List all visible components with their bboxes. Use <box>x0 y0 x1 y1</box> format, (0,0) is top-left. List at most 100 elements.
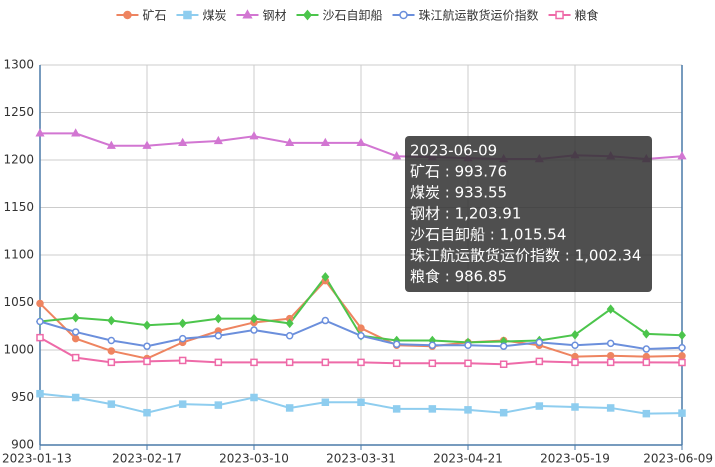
marker <box>357 324 365 332</box>
marker <box>428 405 437 413</box>
marker <box>678 358 686 367</box>
marker <box>36 389 44 398</box>
marker <box>178 137 188 147</box>
marker <box>606 339 615 348</box>
marker <box>71 334 80 343</box>
legend: 矿石 煤炭 钢材 沙石自卸船 珠江航运散货运价指数 粮食 <box>116 8 599 23</box>
legend-item: 粮食 <box>548 8 599 23</box>
x-tick-label: 2023-06-09 <box>643 452 713 466</box>
marker <box>464 341 472 349</box>
marker <box>107 358 116 367</box>
marker <box>535 338 544 347</box>
marker <box>142 140 152 149</box>
marker <box>678 344 686 352</box>
marker <box>250 393 258 402</box>
marker <box>213 135 223 145</box>
marker <box>571 358 579 367</box>
marker <box>321 316 330 325</box>
legend-label: 煤炭 <box>202 9 226 23</box>
marker <box>677 151 687 160</box>
marker <box>107 315 116 326</box>
x-tick-label: 2023-05-19 <box>540 452 610 466</box>
marker <box>123 10 132 20</box>
marker <box>678 330 686 341</box>
tooltip-line: 珠江航运散货运价指数 : 1,002.34 <box>410 247 641 265</box>
marker <box>249 131 259 140</box>
marker <box>571 330 579 340</box>
legend-item: 煤炭 <box>176 9 226 23</box>
marker <box>143 320 151 331</box>
marker <box>535 402 544 410</box>
marker <box>606 351 615 360</box>
x-tick-label: 2023-04-21 <box>433 452 503 466</box>
marker <box>107 336 116 345</box>
marker <box>285 358 294 367</box>
legend-item: 沙石自卸船 <box>296 8 383 23</box>
tooltip-title: 2023-06-09 <box>410 142 497 160</box>
marker <box>392 340 401 349</box>
legend-label: 粮食 <box>575 8 599 23</box>
marker <box>285 137 295 147</box>
marker <box>178 400 187 408</box>
marker <box>285 318 294 329</box>
y-tick-label: 1050 <box>3 295 34 309</box>
grid: 900 950 1000 1050 1100 1150 1200 1250 1300 2023-0… <box>2 58 713 466</box>
marker <box>678 352 686 360</box>
x-tick-label: 2023-03-10 <box>219 452 289 466</box>
marker <box>428 341 437 349</box>
y-tick-label: 1250 <box>3 105 34 119</box>
y-tick-label: 1150 <box>3 200 34 214</box>
y-tick-label: 900 <box>11 438 34 452</box>
marker <box>178 334 187 343</box>
marker <box>357 332 365 340</box>
marker <box>499 360 508 368</box>
marker <box>642 358 651 367</box>
marker <box>392 151 402 160</box>
legend-item: 矿石 <box>116 9 166 23</box>
tooltip: 2023-06-09 矿石 : 993.76 煤炭 : 933.55 钢材 : 1,2… <box>405 136 652 292</box>
marker <box>428 359 437 368</box>
tooltip-line: 煤炭 : 933.55 <box>410 184 507 202</box>
legend-item: 钢材 <box>236 9 287 23</box>
marker <box>143 342 151 350</box>
marker <box>535 357 544 366</box>
y-tick-label: 950 <box>11 390 34 404</box>
marker <box>571 341 579 349</box>
marker <box>285 404 294 412</box>
tooltip-line: 沙石自卸船 : 1,015.54 <box>410 226 566 244</box>
marker <box>143 408 151 417</box>
marker <box>499 342 508 350</box>
tooltip-line: 钢材 : 1,203.91 <box>410 205 521 223</box>
marker <box>606 304 615 314</box>
y-tick-label: 1200 <box>3 153 34 167</box>
marker <box>250 326 258 334</box>
marker <box>392 359 401 368</box>
marker <box>303 9 312 21</box>
marker <box>71 393 80 402</box>
marker <box>214 332 223 340</box>
marker <box>321 272 330 282</box>
marker <box>178 356 187 365</box>
marker <box>399 10 408 20</box>
marker <box>321 358 330 367</box>
marker <box>71 328 80 336</box>
marker <box>321 398 330 406</box>
marker <box>642 329 651 339</box>
marker <box>320 137 330 147</box>
tooltip-box <box>405 136 652 292</box>
y-tick-label: 1100 <box>3 248 34 262</box>
marker <box>357 358 365 367</box>
marker <box>464 359 472 368</box>
marker <box>143 357 151 366</box>
marker <box>606 404 615 412</box>
marker <box>250 358 258 367</box>
marker <box>642 409 651 418</box>
marker <box>106 140 116 149</box>
marker <box>357 398 365 406</box>
marker <box>356 137 366 147</box>
marker <box>71 128 81 137</box>
marker <box>285 332 294 340</box>
marker <box>555 10 564 20</box>
marker <box>35 128 45 137</box>
